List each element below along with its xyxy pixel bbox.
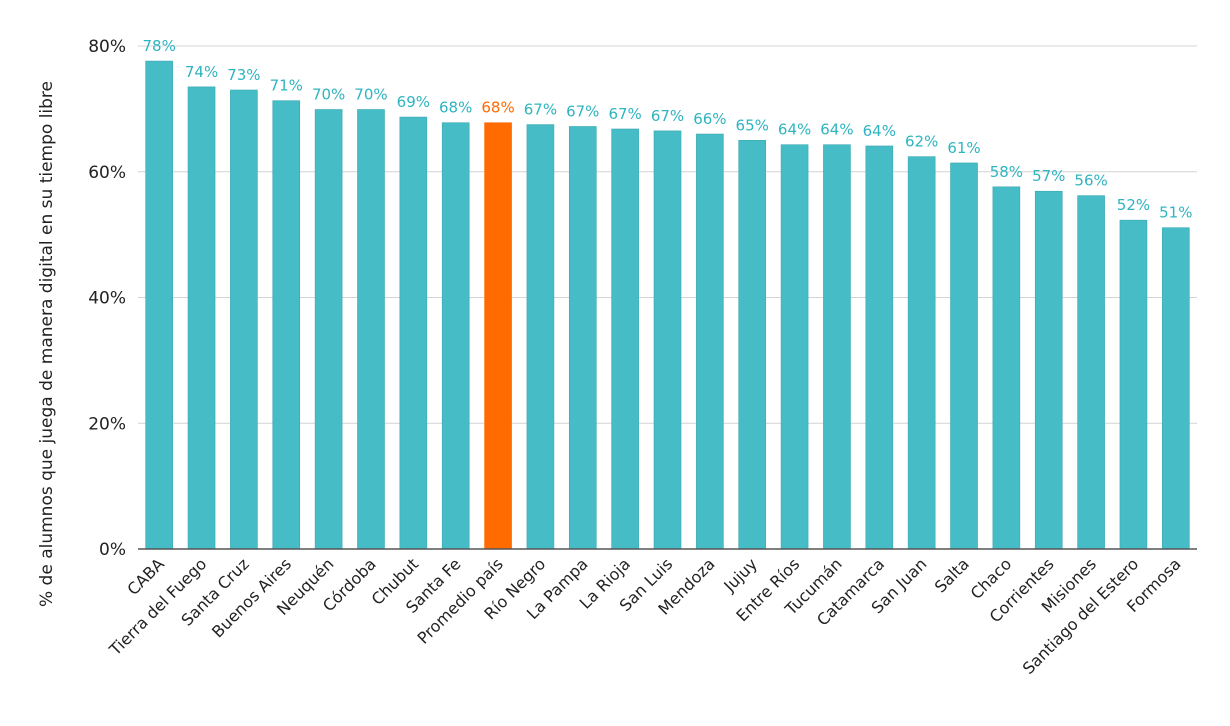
data-label: 68%	[439, 99, 472, 117]
y-axis-title: % de alumnos que juega de manera digital…	[37, 81, 57, 607]
data-labels: 78% 74% 73% 71% 70% 70% 69% 68% 68% 67% 67% 67% 67% 6…	[143, 37, 1193, 222]
y-tick-label: 40%	[88, 289, 126, 309]
bar	[272, 100, 301, 550]
data-label: 78%	[143, 37, 176, 55]
bars	[145, 60, 1190, 550]
y-tick-label: 80%	[88, 37, 126, 57]
data-label: 67%	[524, 101, 557, 119]
data-label: 68%	[481, 99, 514, 117]
bar	[823, 144, 851, 550]
bar	[907, 156, 936, 550]
data-label: 71%	[270, 77, 303, 95]
bar	[230, 89, 258, 550]
data-label: 70%	[354, 86, 387, 104]
bar	[611, 128, 639, 550]
data-label: 65%	[736, 116, 769, 134]
data-label: 67%	[651, 107, 684, 125]
data-label: 69%	[397, 93, 430, 111]
data-label: 52%	[1117, 196, 1150, 214]
data-label: 64%	[778, 121, 811, 139]
data-label: 66%	[693, 110, 726, 128]
bar	[992, 186, 1021, 550]
bar	[1162, 227, 1190, 550]
bar	[526, 124, 555, 550]
data-label: 62%	[905, 133, 938, 151]
bar	[1119, 219, 1148, 550]
data-label: 67%	[608, 105, 641, 123]
bar	[399, 116, 428, 550]
data-label: 67%	[566, 102, 599, 120]
bar	[696, 133, 724, 550]
data-label: 61%	[947, 139, 980, 157]
bar	[653, 130, 682, 550]
data-label: 56%	[1074, 172, 1107, 190]
bar	[568, 126, 597, 550]
bar	[738, 140, 767, 550]
data-label: 58%	[990, 163, 1023, 181]
y-tick-label: 20%	[88, 414, 126, 434]
y-tick-label: 0%	[99, 540, 126, 560]
data-label: 73%	[227, 66, 260, 84]
data-label: 64%	[863, 122, 896, 140]
bar	[145, 60, 173, 550]
bar	[357, 109, 385, 550]
data-label: 57%	[1032, 167, 1065, 185]
data-label: 70%	[312, 86, 345, 104]
bar	[1077, 195, 1105, 550]
data-label: 64%	[820, 121, 853, 139]
bar	[950, 162, 978, 550]
bar	[187, 86, 216, 550]
y-tick-label: 60%	[88, 163, 126, 183]
bar	[314, 109, 343, 550]
bar	[441, 122, 470, 550]
bar	[780, 144, 809, 550]
data-label: 51%	[1159, 204, 1192, 222]
bar	[484, 122, 512, 550]
bar	[865, 145, 894, 550]
bar	[1034, 190, 1063, 550]
data-label: 74%	[185, 63, 218, 81]
